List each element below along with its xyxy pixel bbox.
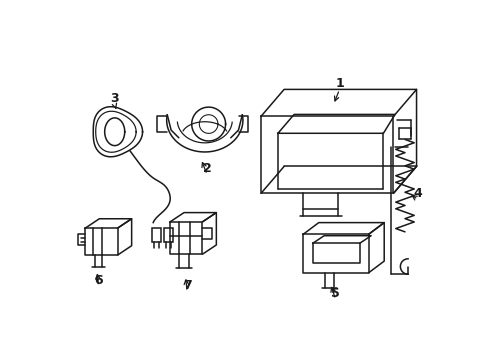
Text: 2: 2: [203, 162, 211, 175]
Text: 6: 6: [94, 274, 102, 287]
Bar: [151, 228, 161, 242]
Bar: [163, 228, 173, 242]
Text: 4: 4: [413, 187, 422, 200]
Text: 3: 3: [110, 92, 119, 105]
Text: 7: 7: [183, 279, 191, 292]
Text: 1: 1: [334, 77, 343, 90]
Text: 5: 5: [331, 287, 339, 300]
